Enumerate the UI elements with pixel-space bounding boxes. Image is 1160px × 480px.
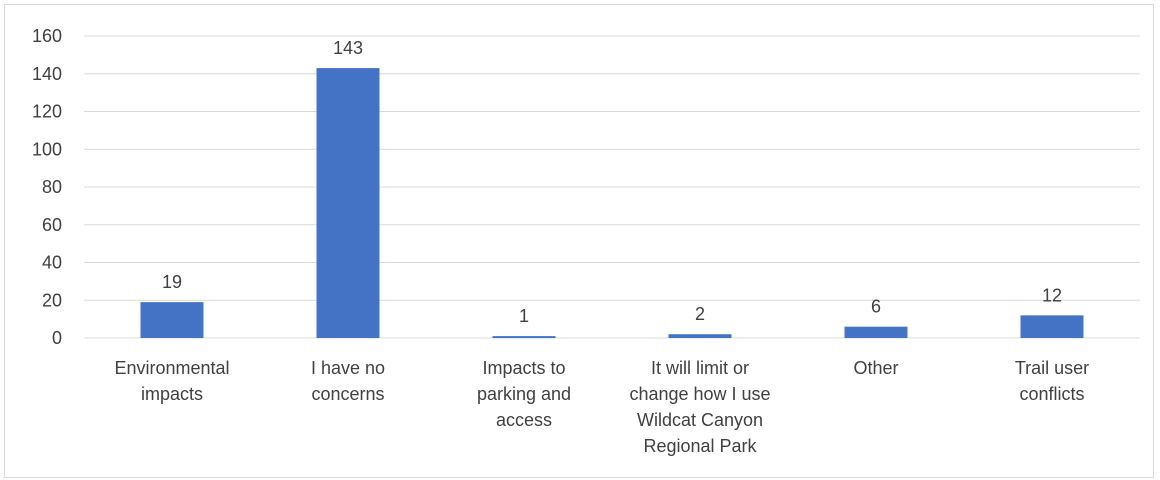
- y-tick-label: 140: [32, 64, 62, 84]
- x-tick-label: Other: [853, 358, 898, 378]
- y-tick-label: 120: [32, 102, 62, 122]
- x-tick-label-line: change how I use: [629, 384, 770, 404]
- bar: [140, 302, 204, 338]
- data-label: 1: [519, 306, 529, 326]
- bar: [492, 336, 556, 338]
- x-tick-label-line: Wildcat Canyon: [637, 410, 763, 430]
- y-tick-label: 60: [42, 215, 62, 235]
- x-tick-label-line: It will limit or: [651, 358, 749, 378]
- x-tick-label: Impacts to parking and access: [477, 358, 571, 430]
- data-label: 2: [695, 304, 705, 324]
- chart-frame: [4, 4, 1154, 478]
- y-axis: 0 20 40 60 80 100 120 140 160: [32, 26, 62, 348]
- y-tick-label: 100: [32, 139, 62, 159]
- data-label: 143: [333, 38, 363, 58]
- data-label: 12: [1042, 285, 1062, 305]
- x-tick-label-line: Environmental: [114, 358, 229, 378]
- y-tick-label: 80: [42, 177, 62, 197]
- data-label: 6: [871, 297, 881, 317]
- x-tick-label-line: Other: [853, 358, 898, 378]
- x-tick-label-line: Impacts to: [482, 358, 565, 378]
- x-tick-label: I have no concerns: [311, 358, 385, 404]
- x-tick-label: Trail user conflicts: [1015, 358, 1089, 404]
- data-label: 19: [162, 272, 182, 292]
- x-tick-label-line: conflicts: [1019, 384, 1084, 404]
- bar: [668, 334, 732, 338]
- y-tick-label: 20: [42, 290, 62, 310]
- x-tick-label-line: parking and: [477, 384, 571, 404]
- x-tick-label-line: Regional Park: [643, 436, 757, 456]
- bars: [140, 68, 1084, 339]
- x-tick-label-line: access: [496, 410, 552, 430]
- x-tick-label: It will limit or change how I use Wildcat …: [629, 358, 770, 456]
- x-tick-label-line: I have no: [311, 358, 385, 378]
- bar: [844, 326, 908, 338]
- bar: [1020, 315, 1084, 338]
- x-tick-label-line: impacts: [141, 384, 203, 404]
- x-axis: Environmental impacts I have no concerns Imp…: [114, 358, 1089, 456]
- x-tick-label-line: Trail user: [1015, 358, 1089, 378]
- gridlines: [84, 35, 1140, 339]
- bar: [316, 68, 380, 339]
- y-tick-label: 40: [42, 253, 62, 273]
- x-tick-label: Environmental impacts: [114, 358, 229, 404]
- y-tick-label: 0: [52, 328, 62, 348]
- x-tick-label-line: concerns: [311, 384, 384, 404]
- y-tick-label: 160: [32, 26, 62, 46]
